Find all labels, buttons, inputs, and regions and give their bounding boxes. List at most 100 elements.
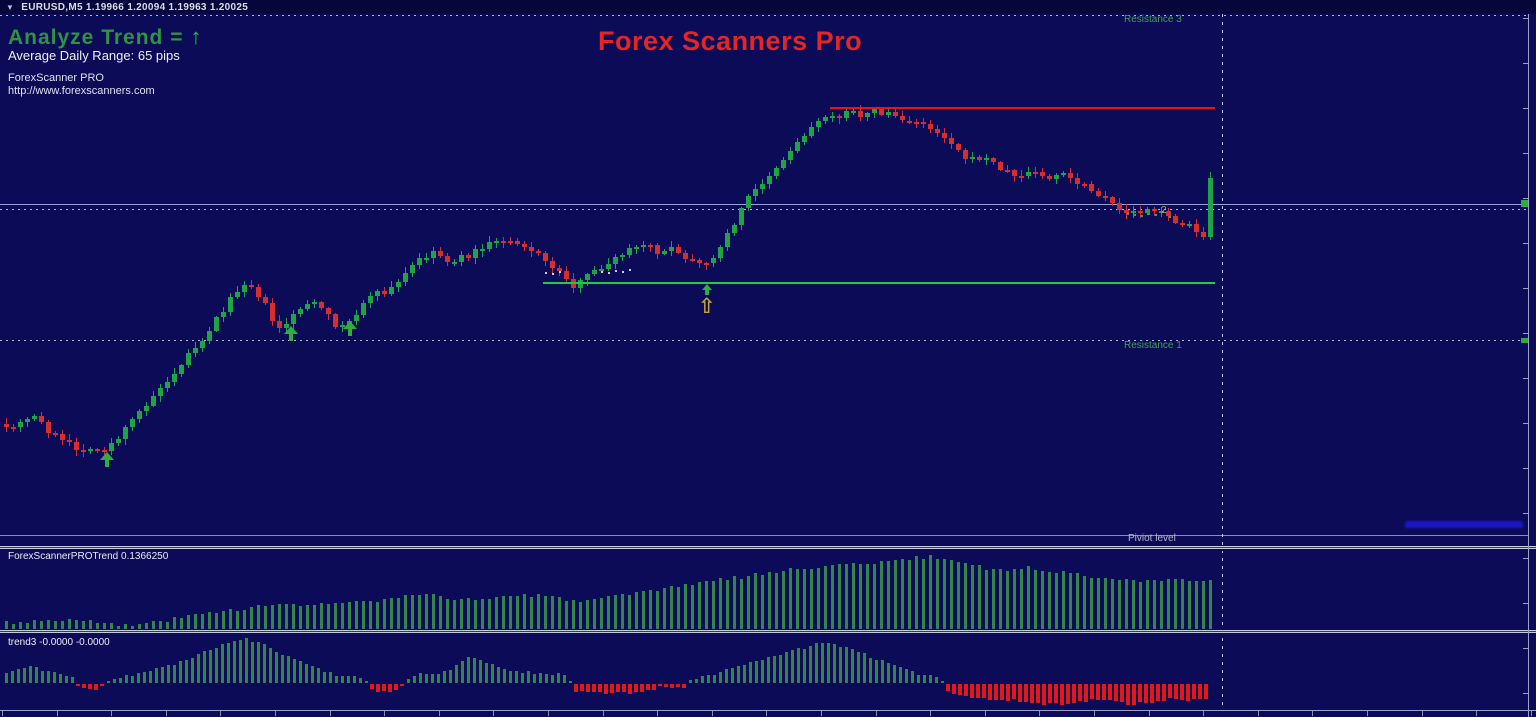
- histogram-bar-trend3-up: [827, 642, 830, 683]
- candle-bull: [767, 176, 772, 184]
- time-scale-tick: [1258, 711, 1259, 716]
- candle-bull: [473, 249, 478, 259]
- histogram-bar-trend3-down: [1132, 684, 1136, 705]
- histogram-bar-trend3-up: [425, 673, 428, 683]
- candle-bear: [550, 260, 555, 269]
- histogram-bar-trend3-down: [634, 684, 638, 693]
- histogram-bar-trend3-up: [209, 650, 212, 683]
- histogram-bar-trend: [411, 594, 414, 629]
- candle-bull: [1061, 173, 1066, 176]
- candle-wick: [692, 253, 693, 263]
- histogram-bar-trend3-down: [952, 684, 956, 694]
- histogram-bar-trend: [236, 610, 239, 629]
- histogram-bar-trend: [1062, 571, 1065, 629]
- candle-bear: [956, 144, 961, 150]
- histogram-bar-trend3-down: [1138, 684, 1142, 703]
- time-scale-tick: [657, 711, 658, 716]
- histogram-bar-trend3-up: [227, 643, 230, 683]
- candle-bear: [949, 138, 954, 145]
- histogram-bar-trend: [642, 590, 645, 629]
- price-scale-tick: [1523, 18, 1528, 19]
- histogram-bar-trend: [656, 590, 659, 629]
- candle-bear: [102, 450, 107, 453]
- histogram-bar-trend: [677, 586, 680, 629]
- histogram-bar-trend3-up: [713, 674, 716, 683]
- histogram-bar-trend3-down: [1108, 684, 1112, 701]
- histogram-bar-trend: [887, 560, 890, 629]
- histogram-bar-trend3-down: [1090, 684, 1094, 700]
- histogram-bar-trend3-up: [809, 645, 812, 683]
- histogram-bar-trend: [873, 563, 876, 629]
- histogram-bar-trend: [341, 602, 344, 629]
- histogram-bar-trend: [75, 620, 78, 629]
- histogram-bar-trend: [894, 560, 897, 629]
- candle-bull: [109, 443, 114, 451]
- histogram-bar-trend: [1041, 571, 1044, 629]
- chart-dropdown-icon[interactable]: ▼: [6, 2, 15, 12]
- time-scale-tick: [1312, 711, 1313, 716]
- candle-bear: [1173, 216, 1178, 224]
- histogram-bar-trend: [362, 600, 365, 629]
- candle-bull: [802, 136, 807, 143]
- histogram-bar-trend3-up: [119, 677, 122, 683]
- candle-bull: [130, 418, 135, 427]
- histogram-bar-trend3-down: [958, 684, 962, 696]
- histogram-bar-trend3-up: [269, 648, 272, 683]
- histogram-bar-trend3-down: [988, 684, 992, 700]
- histogram-bar-trend: [747, 576, 750, 629]
- candle-bear: [515, 241, 520, 245]
- histogram-bar-trend: [201, 613, 204, 629]
- histogram-bar-trend3-up: [161, 666, 164, 683]
- candle-bull: [137, 410, 142, 419]
- histogram-bar-trend3-up: [563, 675, 566, 683]
- histogram-bar-trend3-down: [1114, 684, 1118, 702]
- candle-bull: [809, 127, 814, 137]
- candle-bear: [963, 149, 968, 159]
- histogram-bar-trend3-up: [803, 648, 806, 683]
- histogram-bar-trend3-up: [233, 640, 236, 683]
- histogram-bar-trend: [586, 600, 589, 629]
- time-scale-tick: [548, 711, 549, 716]
- histogram-bar-trend: [1097, 577, 1100, 629]
- panel-separator-1[interactable]: [0, 546, 1536, 551]
- histogram-bar-trend3-down: [616, 684, 620, 693]
- candle-bull: [1208, 177, 1213, 237]
- candle-bear: [277, 320, 282, 329]
- histogram-bar-trend3-down: [1192, 684, 1196, 700]
- candle-bear: [508, 240, 513, 243]
- candle-bear: [501, 240, 506, 243]
- histogram-bar-trend3-up: [137, 672, 140, 683]
- histogram-bar-trend: [705, 581, 708, 629]
- candle-bull: [431, 251, 436, 258]
- candle-bull: [480, 249, 485, 252]
- histogram-bar-trend3-up: [539, 672, 542, 683]
- candle-bull: [32, 416, 37, 419]
- price-scale-tick: [1523, 108, 1528, 109]
- candle-wick: [1154, 206, 1155, 217]
- candle-wick: [251, 279, 252, 289]
- candle-bear: [837, 116, 842, 119]
- histogram-bar-trend3-up: [473, 657, 476, 683]
- histogram-bar-trend: [901, 558, 904, 629]
- candle-bear: [1180, 223, 1185, 226]
- histogram-bar-trend: [1202, 580, 1205, 629]
- histogram-bar-trend3-down: [1078, 684, 1082, 701]
- chart-marker-2: 2: [1161, 205, 1167, 216]
- candle-bear: [1012, 169, 1017, 176]
- histogram-bar-trend3-up: [719, 672, 722, 683]
- candle-bull: [214, 317, 219, 331]
- signal-arrow-icon: ⇧: [698, 294, 716, 318]
- candle-bear: [914, 122, 919, 125]
- candle-bull: [795, 142, 800, 151]
- panel-separator-2[interactable]: [0, 630, 1536, 635]
- histogram-bar-trend: [418, 594, 421, 629]
- histogram-bar-trend3-up: [65, 676, 68, 683]
- candle-bear: [676, 247, 681, 253]
- candle-bull: [354, 314, 359, 322]
- candle-bear: [1117, 203, 1122, 211]
- histogram-bar-trend3-up: [59, 674, 62, 683]
- indicator-dot: [622, 271, 624, 273]
- histogram-bar-trend: [558, 597, 561, 629]
- candle-bear: [74, 442, 79, 450]
